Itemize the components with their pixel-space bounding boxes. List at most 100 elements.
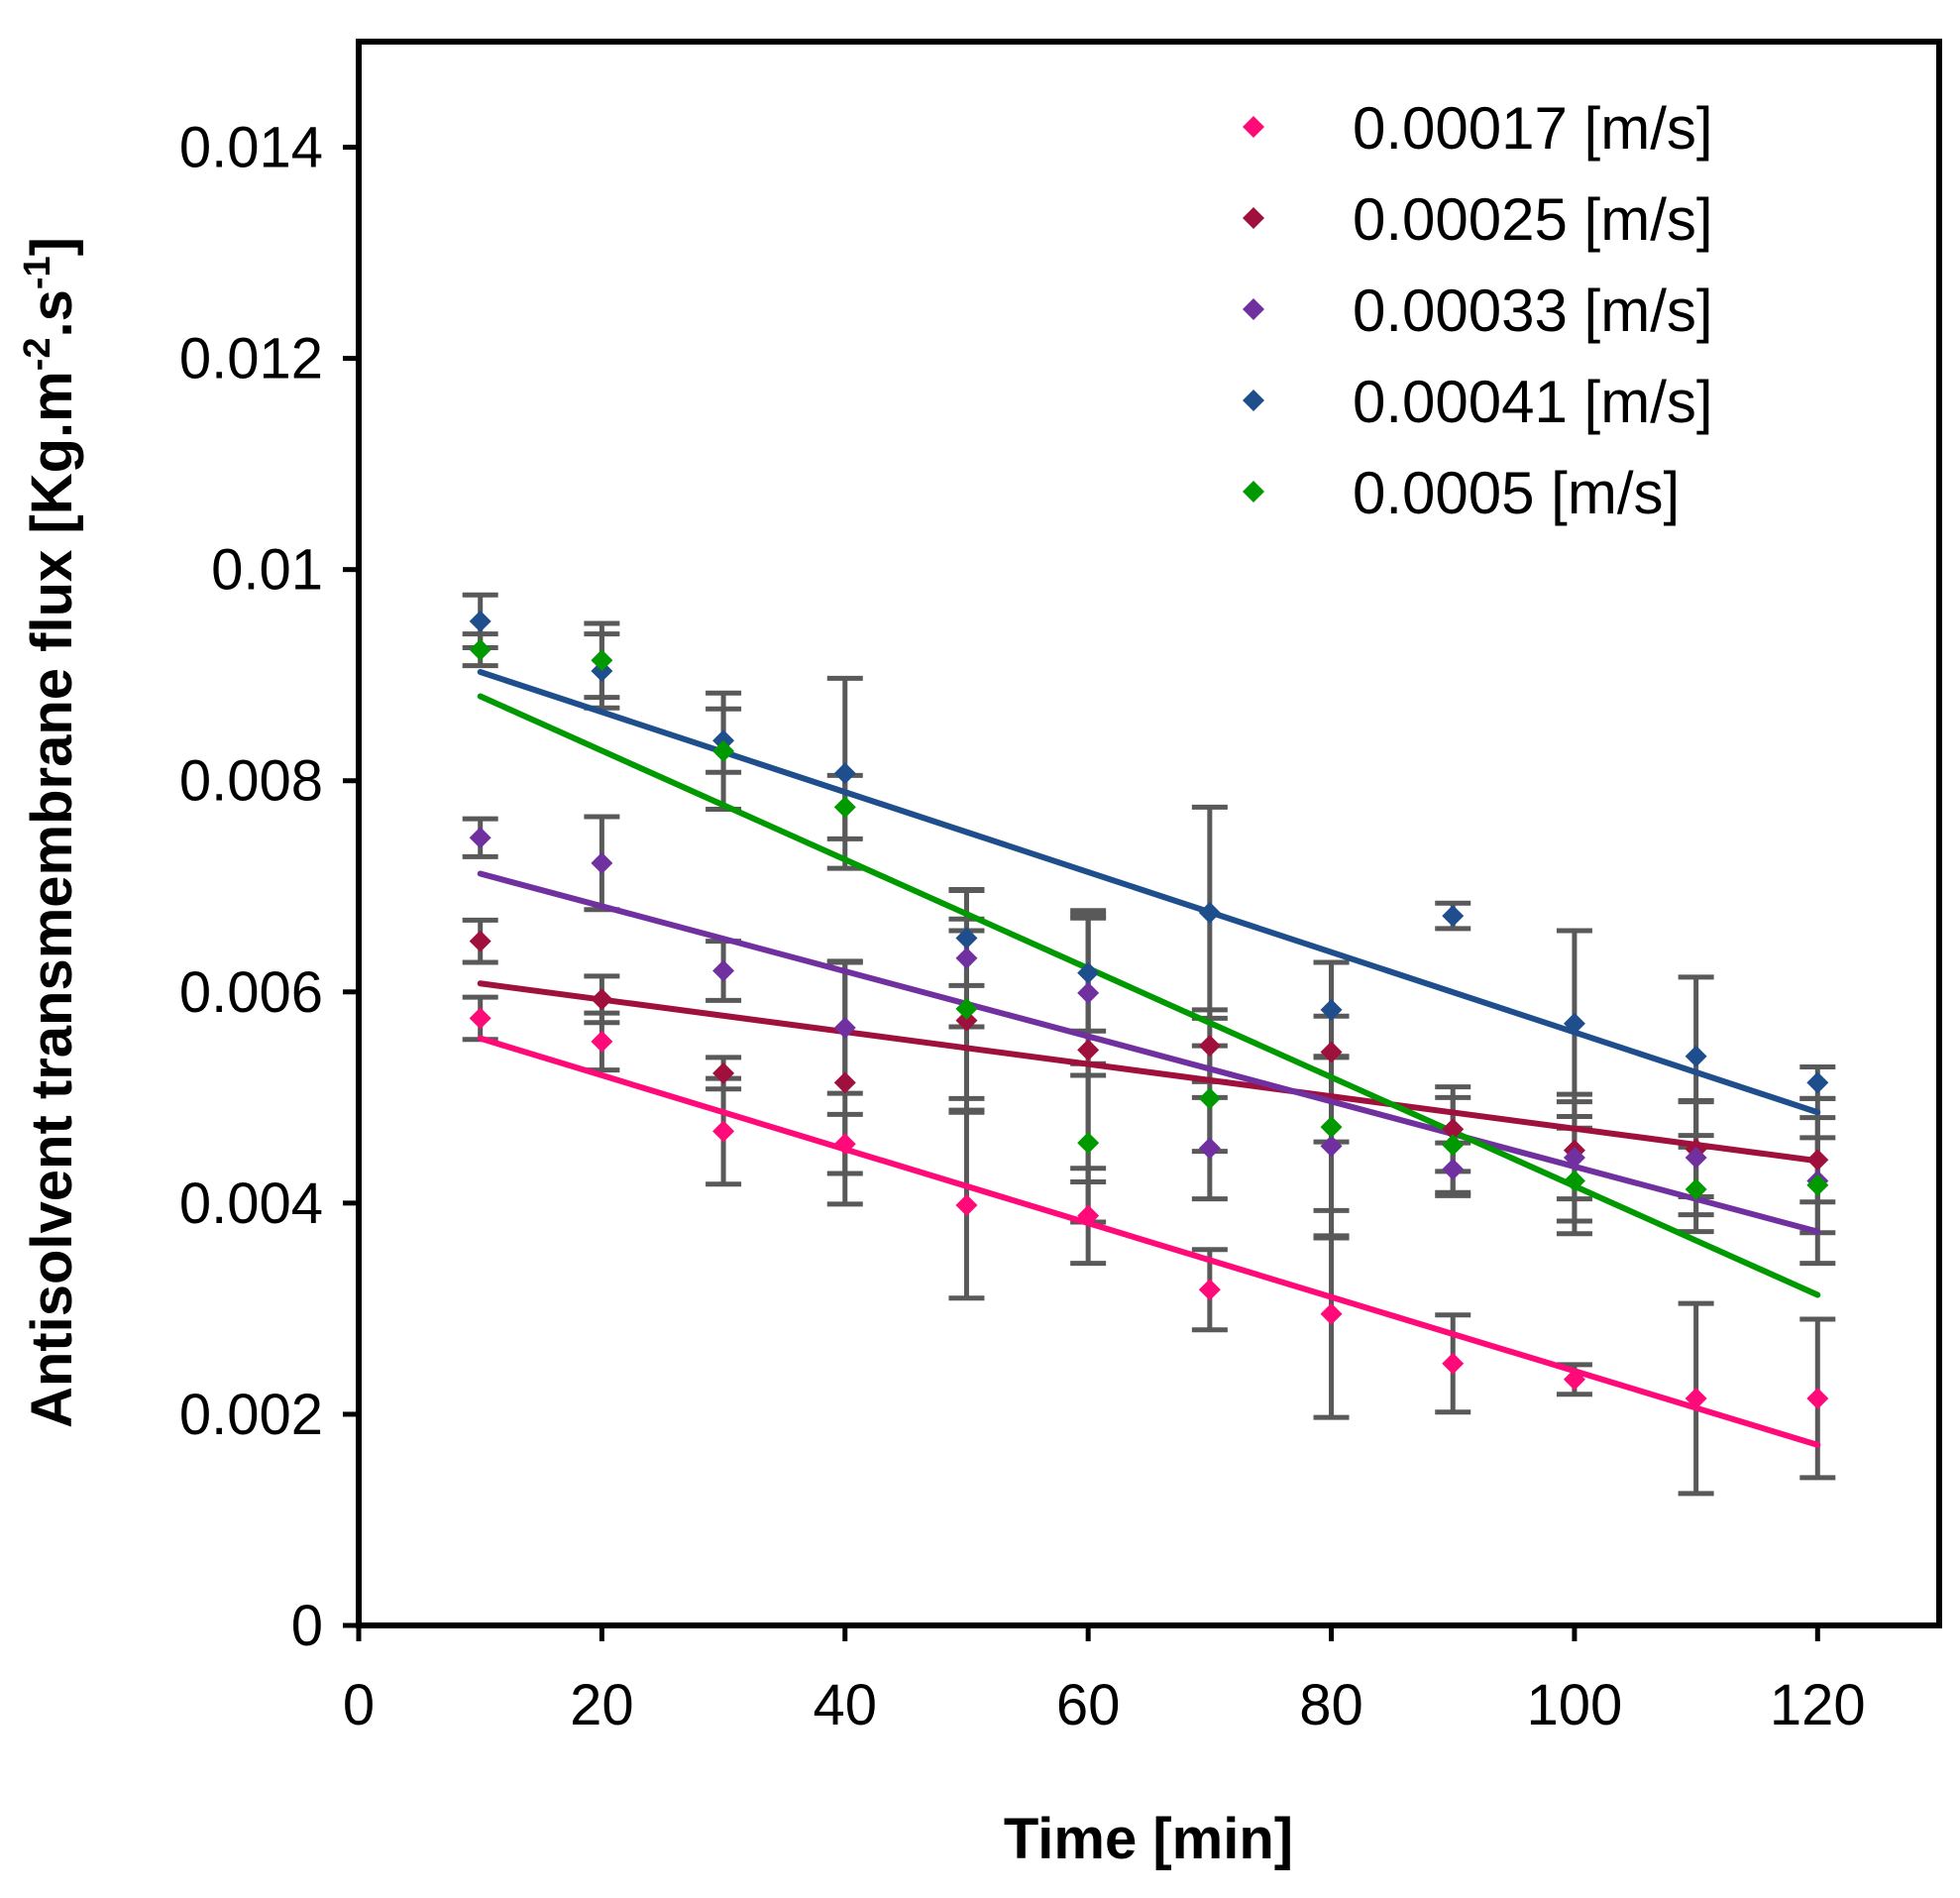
legend-entry: 0.00041 [m/s] xyxy=(1243,369,1713,435)
y-tick-label: 0.012 xyxy=(179,327,323,391)
series-4-point xyxy=(833,762,856,785)
series-3-point xyxy=(1563,1147,1585,1170)
y-axis-title-sup-2: -1 xyxy=(17,256,58,289)
series-5-point xyxy=(955,997,978,1020)
trend-lines xyxy=(477,669,1821,1448)
series-3-point xyxy=(1442,1158,1465,1180)
series-3-point xyxy=(1685,1147,1707,1170)
series-2-point xyxy=(1806,1149,1829,1172)
series-5-point xyxy=(469,638,491,661)
legend-marker xyxy=(1243,390,1264,411)
series-4-point xyxy=(1685,1045,1707,1067)
series-5-point xyxy=(1442,1134,1465,1157)
series-4-point xyxy=(1320,998,1343,1021)
series-3-point xyxy=(955,947,978,969)
legend-entry: 0.00025 [m/s] xyxy=(1243,186,1713,253)
x-tick-label: 0 xyxy=(343,1673,375,1737)
y-tick-label: 0.006 xyxy=(179,960,323,1025)
series-2-point xyxy=(591,988,613,1011)
legend-label: 0.00025 [m/s] xyxy=(1353,186,1713,253)
series-2-point xyxy=(955,1009,978,1032)
series-5-point xyxy=(712,739,735,762)
series-1-point xyxy=(833,1133,856,1156)
series-1-point xyxy=(1198,1279,1221,1301)
legend-marker xyxy=(1243,207,1264,229)
series-1-point xyxy=(955,1193,978,1216)
y-axis-title-main: Antisolvent transmembrane flux [Kg.m xyxy=(20,371,84,1428)
y-tick-label: 0.014 xyxy=(179,116,323,180)
series-1-point xyxy=(591,1030,613,1053)
series-2-point xyxy=(712,1061,735,1084)
legend-label: 0.00017 [m/s] xyxy=(1353,95,1713,162)
series-4-point xyxy=(1198,901,1221,924)
series-5-point xyxy=(591,649,613,672)
series-4-point xyxy=(1442,905,1465,928)
legend-label: 0.00033 [m/s] xyxy=(1353,278,1713,344)
series-4-point xyxy=(955,927,978,949)
y-axis-title-mid: .s xyxy=(20,289,84,337)
y-tick-label: 0.008 xyxy=(179,749,323,814)
data-points xyxy=(469,610,1829,1409)
series-5-point xyxy=(1685,1178,1707,1201)
series-4-point xyxy=(1077,961,1100,984)
series-5-point xyxy=(833,796,856,819)
legend-entry: 0.00017 [m/s] xyxy=(1243,95,1713,162)
series-4-point xyxy=(469,610,491,632)
series-3-point xyxy=(591,851,613,874)
x-tick-label: 100 xyxy=(1527,1673,1623,1737)
series-4-point xyxy=(1563,1012,1585,1035)
x-tick-label: 40 xyxy=(814,1673,878,1737)
legend-entry: 0.0005 [m/s] xyxy=(1243,460,1680,526)
x-tick-label: 20 xyxy=(570,1673,634,1737)
series-2-point xyxy=(1442,1118,1465,1141)
x-tick-label: 60 xyxy=(1056,1673,1121,1737)
series-4-trend-line xyxy=(477,669,1821,1116)
series-3-point xyxy=(1077,981,1100,1004)
series-5-point xyxy=(1320,1116,1343,1139)
y-tick-label: 0 xyxy=(291,1594,323,1658)
legend-label: 0.0005 [m/s] xyxy=(1353,460,1680,526)
series-5-point xyxy=(1077,1132,1100,1155)
series-1-point xyxy=(1685,1387,1707,1409)
series-2-point xyxy=(833,1071,856,1094)
y-axis-title-end: ] xyxy=(20,237,84,256)
series-3-point xyxy=(1198,1137,1221,1160)
series-1-point xyxy=(1806,1387,1829,1409)
legend-marker xyxy=(1243,298,1264,320)
series-3-point xyxy=(833,1017,856,1040)
series-2-point xyxy=(1198,1035,1221,1058)
legend-marker xyxy=(1243,116,1264,138)
series-2-trend-line xyxy=(477,980,1821,1165)
legend-entry: 0.00033 [m/s] xyxy=(1243,278,1713,344)
y-tick-label: 0.01 xyxy=(211,538,323,603)
series-1-point xyxy=(1563,1368,1585,1391)
x-tick-label: 120 xyxy=(1770,1673,1866,1737)
series-5-point xyxy=(1563,1170,1585,1192)
series-1-trend-line xyxy=(477,1035,1821,1448)
x-axis-title: Time [min] xyxy=(1004,1807,1293,1871)
plot-area-frame xyxy=(356,39,1942,1628)
series-2-point xyxy=(1320,1041,1343,1063)
series-2-point xyxy=(469,930,491,952)
series-1-point xyxy=(1077,1204,1100,1227)
legend-marker xyxy=(1243,481,1264,502)
axes: 0 0.002 0.004 0.006 0.008 0.01 0.012 0.014 0 20 40… xyxy=(179,116,1866,1737)
series-5-trend-line xyxy=(477,693,1821,1298)
series-5-point xyxy=(1198,1087,1221,1110)
series-1-point xyxy=(1442,1352,1465,1375)
series-3-trend-line xyxy=(477,870,1821,1235)
series-3-point xyxy=(1320,1135,1343,1158)
series-2-point xyxy=(1077,1039,1100,1061)
y-axis-title: Antisolvent transmembrane flux [Kg.m-2.s… xyxy=(17,237,84,1428)
series-5-point xyxy=(1806,1173,1829,1196)
series-1-point xyxy=(712,1120,735,1143)
series-3-point xyxy=(469,827,491,849)
series-1-point xyxy=(1320,1302,1343,1325)
y-axis-title-sup-1: -2 xyxy=(17,337,58,371)
legend-label: 0.00041 [m/s] xyxy=(1353,369,1713,435)
y-tick-label: 0.004 xyxy=(179,1172,323,1236)
legend: 0.00017 [m/s] 0.00025 [m/s] 0.00033 [m/s] 0… xyxy=(1243,95,1713,526)
series-1-point xyxy=(469,1007,491,1030)
